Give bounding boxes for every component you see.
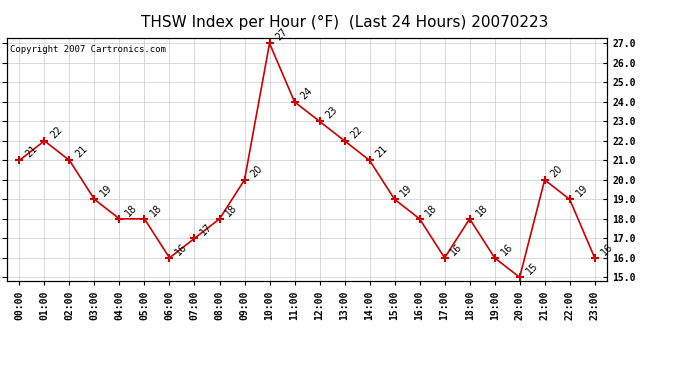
Text: 20: 20 <box>248 163 264 179</box>
Text: 21: 21 <box>374 144 390 160</box>
Text: THSW Index per Hour (°F)  (Last 24 Hours) 20070223: THSW Index per Hour (°F) (Last 24 Hours)… <box>141 15 549 30</box>
Text: 20: 20 <box>549 163 564 179</box>
Text: 18: 18 <box>124 202 139 218</box>
Text: 16: 16 <box>174 242 189 257</box>
Text: 18: 18 <box>424 202 440 218</box>
Text: 22: 22 <box>48 124 64 140</box>
Text: 16: 16 <box>448 242 464 257</box>
Text: 19: 19 <box>399 183 415 199</box>
Text: 23: 23 <box>324 105 339 121</box>
Text: 18: 18 <box>148 202 164 218</box>
Text: Copyright 2007 Cartronics.com: Copyright 2007 Cartronics.com <box>10 45 166 54</box>
Text: 24: 24 <box>299 85 315 101</box>
Text: 27: 27 <box>274 27 290 43</box>
Text: 17: 17 <box>199 222 215 238</box>
Text: 22: 22 <box>348 124 364 140</box>
Text: 15: 15 <box>524 261 540 277</box>
Text: 21: 21 <box>23 144 39 160</box>
Text: 16: 16 <box>499 242 515 257</box>
Text: 18: 18 <box>474 202 489 218</box>
Text: 19: 19 <box>574 183 589 199</box>
Text: 21: 21 <box>74 144 90 160</box>
Text: 19: 19 <box>99 183 115 199</box>
Text: 18: 18 <box>224 202 239 218</box>
Text: 16: 16 <box>599 242 615 257</box>
